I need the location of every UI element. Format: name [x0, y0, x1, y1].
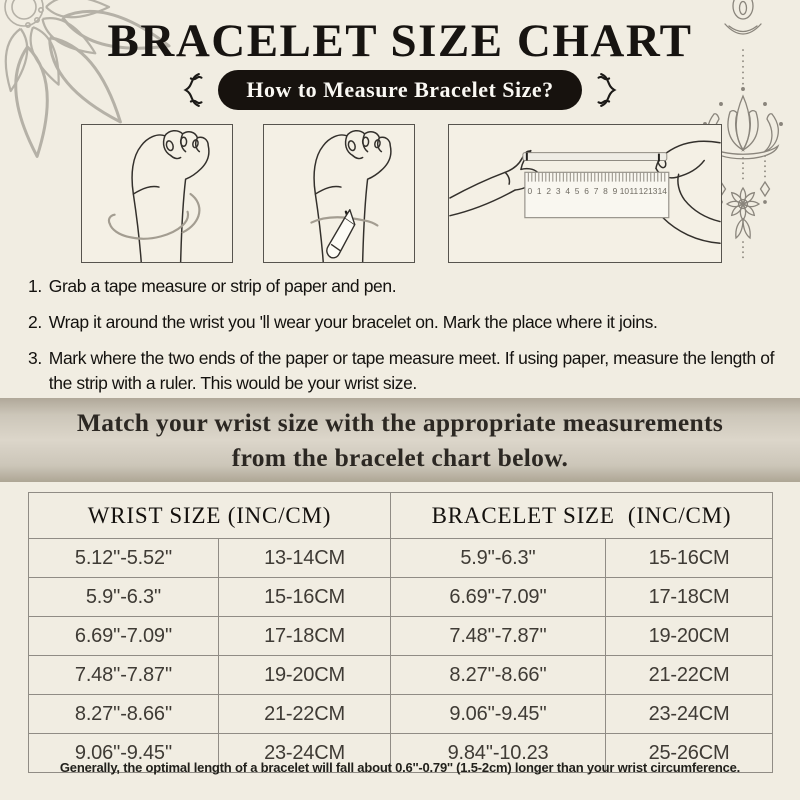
ruler-number: 11 — [630, 186, 639, 196]
bracelet-cm-cell: 19-20CM — [604, 616, 774, 656]
bracelet-inch-cell: 9.06''-9.45'' — [390, 694, 606, 734]
ruler-number: 5 — [575, 186, 580, 196]
bracelet-inch-cell: 8.27''-8.66'' — [390, 655, 606, 695]
wrist-cm-cell: 13-14CM — [218, 538, 391, 578]
size-chart-table: WRIST SIZE (INC/CM) BRACELET SIZE (INC/C… — [28, 492, 774, 773]
wrist-cm-cell: 19-20CM — [218, 655, 391, 695]
table-row: 9.06''-9.45'' 23-24CM 9.84''-10.23 25-26… — [28, 733, 774, 773]
figure-mark-wrist — [263, 124, 415, 263]
bracelet-cm-cell: 17-18CM — [604, 577, 774, 617]
instruction-item: 3. Mark where the two ends of the paper … — [28, 346, 786, 396]
table-row: 7.48''-7.87'' 19-20CM 8.27''-8.66'' 21-2… — [28, 655, 774, 695]
ruler-number: 13 — [648, 186, 658, 196]
bracelet-inch-cell: 9.84''-10.23 — [390, 733, 606, 773]
wrist-cm-cell: 21-22CM — [218, 694, 391, 734]
wrist-inch-cell: 6.69''-7.09'' — [28, 616, 219, 656]
bracelet-cm-cell: 23-24CM — [604, 694, 774, 734]
wrist-inch-cell: 7.48''-7.87'' — [28, 655, 219, 695]
wrist-cm-cell: 23-24CM — [218, 733, 391, 773]
instruction-number: 1. — [28, 276, 42, 296]
instruction-text: Mark where the two ends of the paper or … — [48, 348, 775, 393]
ruler-number: 9 — [613, 186, 618, 196]
instruction-list: 1. Grab a tape measure or strip of paper… — [28, 274, 786, 407]
table-row: 5.12''-5.52'' 13-14CM 5.9''-6.3'' 15-16C… — [28, 538, 774, 578]
match-size-banner: Match your wrist size with the appropria… — [0, 398, 800, 482]
hand-wrap-illustration — [107, 130, 210, 262]
flourish-left-icon — [183, 73, 203, 107]
bracelet-size-header: BRACELET SIZE (INC/CM) — [389, 492, 774, 539]
figure-measure-ruler: 0 1 2 3 4 5 6 7 8 9 10 11 12 13 14 — [448, 124, 722, 263]
ruler-number: 14 — [658, 186, 668, 196]
ruler-number: 10 — [620, 186, 630, 196]
instruction-item: 2. Wrap it around the wrist you 'll wear… — [28, 310, 786, 335]
ruler-number: 6 — [584, 186, 589, 196]
ruler-number: 2 — [546, 186, 551, 196]
figure-wrap-wrist — [81, 124, 233, 263]
table-header-row: WRIST SIZE (INC/CM) BRACELET SIZE (INC/C… — [28, 492, 774, 539]
instruction-number: 2. — [28, 312, 42, 332]
bracelet-inch-cell: 6.69''-7.09'' — [390, 577, 606, 617]
instruction-number: 3. — [28, 348, 42, 368]
instruction-text: Grab a tape measure or strip of paper an… — [48, 276, 397, 296]
subtitle-pill: How to Measure Bracelet Size? — [218, 70, 582, 110]
ruler-number: 1 — [537, 186, 542, 196]
bracelet-cm-cell: 25-26CM — [604, 733, 774, 773]
wrist-inch-cell: 5.9''-6.3'' — [28, 577, 219, 617]
table-row: 5.9''-6.3'' 15-16CM 6.69''-7.09'' 17-18C… — [28, 577, 774, 617]
wrist-inch-cell: 5.12''-5.52'' — [28, 538, 219, 578]
ruler-number: 12 — [639, 186, 649, 196]
bracelet-cm-cell: 21-22CM — [604, 655, 774, 695]
wrist-cm-cell: 15-16CM — [218, 577, 391, 617]
table-row: 6.69''-7.09'' 17-18CM 7.48''-7.87'' 19-2… — [28, 616, 774, 656]
bracelet-inch-cell: 5.9''-6.3'' — [390, 538, 606, 578]
banner-line-1: Match your wrist size with the appropria… — [76, 408, 724, 437]
wrist-cm-cell: 17-18CM — [218, 616, 391, 656]
ruler-number: 0 — [527, 186, 532, 196]
ruler-measure-illustration: 0 1 2 3 4 5 6 7 8 9 10 11 12 13 14 — [449, 140, 721, 245]
ruler-number: 4 — [565, 186, 570, 196]
wrist-size-header: WRIST SIZE (INC/CM) — [28, 492, 391, 539]
hand-mark-illustration — [310, 130, 392, 262]
ruler-number: 3 — [556, 186, 561, 196]
wrist-inch-cell: 8.27''-8.66'' — [28, 694, 219, 734]
bracelet-cm-cell: 15-16CM — [604, 538, 774, 578]
ruler-number: 7 — [594, 186, 599, 196]
subtitle-row: How to Measure Bracelet Size? — [0, 69, 800, 111]
table-row: 8.27''-8.66'' 21-22CM 9.06''-9.45'' 23-2… — [28, 694, 774, 734]
ruler-number: 8 — [603, 186, 608, 196]
banner-line-2: from the bracelet chart below. — [231, 443, 569, 472]
wrist-inch-cell: 9.06''-9.45'' — [28, 733, 219, 773]
footer-note: Generally, the optimal length of a brace… — [59, 760, 741, 775]
flourish-right-icon — [597, 73, 617, 107]
bracelet-inch-cell: 7.48''-7.87'' — [390, 616, 606, 656]
instruction-text: Wrap it around the wrist you 'll wear yo… — [48, 312, 658, 332]
instruction-item: 1. Grab a tape measure or strip of paper… — [28, 274, 786, 299]
page-title: BRACELET SIZE CHART — [107, 15, 693, 67]
